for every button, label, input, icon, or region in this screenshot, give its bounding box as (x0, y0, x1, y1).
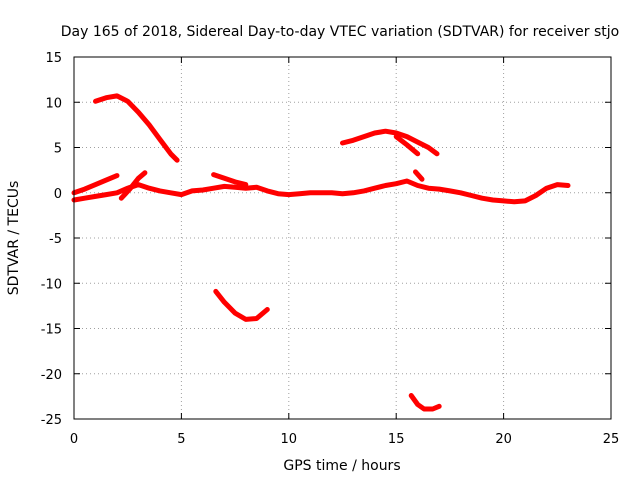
series-negative-dip-arc (213, 288, 270, 322)
grid (74, 57, 611, 419)
series-morning-peak-arc (93, 93, 180, 163)
series-midday-hump-arc (211, 172, 249, 188)
series-early-rising-arc-2 (118, 170, 148, 201)
y-tick-label: -5 (49, 232, 62, 247)
x-tick-label: 5 (177, 432, 185, 447)
axis-ticks: 0 5 10 15 20 25 15 10 5 0 -5 -10 -15 -20 -25 (41, 51, 620, 447)
plot-frame (73, 56, 612, 420)
y-tick-label: -10 (41, 277, 62, 292)
series-deep-negative-arc (408, 393, 442, 412)
y-tick-label: -25 (41, 413, 62, 428)
series-baseline-arc (71, 178, 571, 205)
data-series (71, 93, 571, 412)
x-axis-label: GPS time / hours (283, 458, 400, 474)
series-early-rising-arc-1 (71, 173, 120, 196)
x-tick-label: 0 (70, 432, 78, 447)
x-tick-label: 15 (388, 432, 405, 447)
x-tick-label: 20 (495, 432, 512, 447)
y-tick-label: 10 (45, 96, 62, 111)
series-short-arc-16h (413, 169, 425, 182)
y-tick-label: -20 (41, 368, 62, 383)
y-tick-label: 0 (54, 187, 62, 202)
y-axis-label: SDTVAR / TECUs (6, 181, 22, 296)
x-tick-label: 10 (281, 432, 298, 447)
chart-title: Day 165 of 2018, Sidereal Day-to-day VTE… (61, 24, 619, 40)
series-afternoon-arc-2 (393, 134, 421, 157)
x-tick-label: 25 (603, 432, 620, 447)
y-tick-label: -15 (41, 323, 62, 338)
y-tick-label: 5 (54, 142, 62, 157)
y-tick-label: 15 (45, 51, 62, 66)
series-afternoon-arc-1 (340, 128, 440, 157)
